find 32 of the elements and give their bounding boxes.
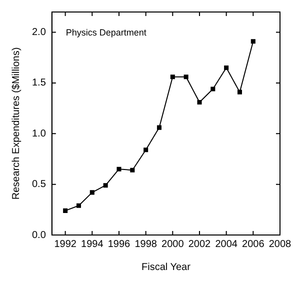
x-tick-label: 2004 [215, 238, 238, 250]
point [156, 125, 162, 130]
annotation: Physics Department [66, 27, 147, 38]
point [184, 74, 188, 80]
y-tick-label: 1.5 [32, 78, 46, 89]
point [63, 208, 68, 213]
y-tick-label: 1.0 [32, 128, 46, 140]
x-tick-label: 2000 [162, 238, 184, 250]
point [170, 74, 175, 80]
y-tick-label: 0.5 [32, 179, 46, 190]
x-tick-label: 2002 [188, 238, 212, 250]
y-axis-title: Research Expenditures ($Millions) [10, 47, 22, 200]
x-tick-label: 1996 [108, 238, 131, 250]
y-tick-label: 2.0 [32, 27, 46, 38]
point [224, 65, 229, 70]
point [144, 148, 148, 152]
point [76, 203, 82, 208]
x-axis-title: Fiscal Year [141, 262, 192, 273]
x-tick-label: 1992 [54, 238, 77, 250]
y-tick-label: 0.0 [32, 230, 46, 241]
point [197, 100, 202, 104]
x-tick-label: 2006 [242, 238, 265, 250]
point [90, 190, 94, 195]
point [237, 90, 242, 94]
x-tick-label: 2008 [268, 238, 292, 250]
point [116, 166, 122, 172]
point [250, 39, 256, 44]
x-tick-label: 1998 [134, 238, 158, 250]
x-tick-label: 1994 [81, 238, 104, 250]
point [130, 168, 135, 172]
point [103, 183, 108, 188]
point [210, 86, 216, 92]
